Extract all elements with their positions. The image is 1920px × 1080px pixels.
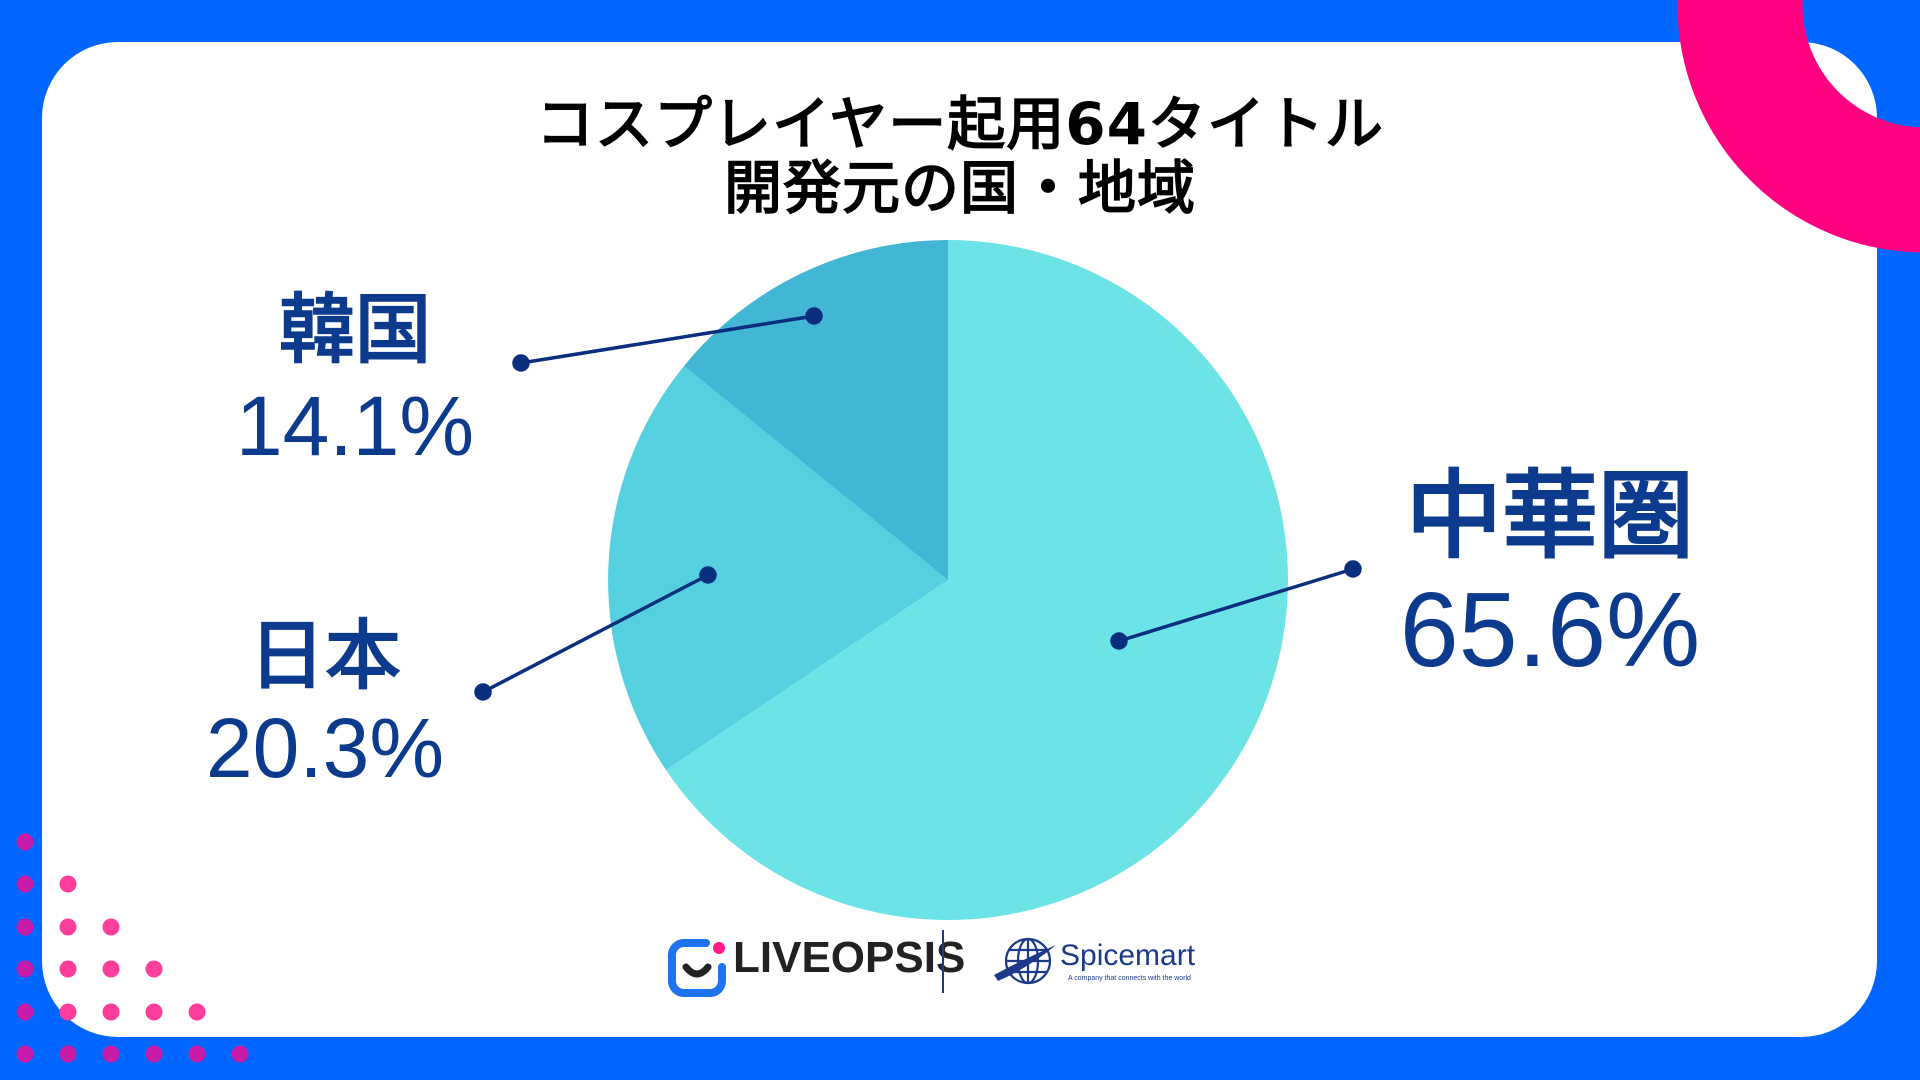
label-korea-name: 韓国 xyxy=(279,285,431,374)
label-japan: 日本 20.3% xyxy=(190,608,460,792)
leader-line-korea xyxy=(512,307,823,372)
slice-china xyxy=(666,240,1288,920)
slice-japan xyxy=(608,366,948,770)
label-japan-name: 日本 xyxy=(249,611,401,700)
label-korea-pct: 14.1% xyxy=(235,379,475,473)
label-korea: 韓国 14.1% xyxy=(220,282,490,474)
logo-divider xyxy=(942,930,944,993)
label-china: 中華圏 65.6% xyxy=(1380,458,1720,686)
chart-title-line2: 開発元の国・地域 xyxy=(723,154,1196,222)
footer-logos: LIVEOPSIS Spicemart A company that conne… xyxy=(660,925,1220,1000)
liveopsis-logo-icon xyxy=(668,939,726,997)
spicemart-logo-text: Spicemart xyxy=(1060,939,1196,972)
label-china-name: 中華圏 xyxy=(1406,460,1694,572)
spicemart-tagline: A company that connects with the world xyxy=(1068,975,1191,982)
spicemart-globe-icon xyxy=(994,937,1056,985)
leader-line-china xyxy=(1110,560,1362,650)
leader-line-japan xyxy=(474,566,717,701)
chart-title-line1: コスプレイヤー起用64タイトル xyxy=(536,90,1384,158)
label-china-pct: 65.6% xyxy=(1399,571,1701,689)
label-japan-pct: 20.3% xyxy=(205,701,445,795)
chart-title: コスプレイヤー起用64タイトル 開発元の国・地域 xyxy=(0,92,1920,220)
liveopsis-logo-text: LIVEOPSIS xyxy=(733,933,966,982)
